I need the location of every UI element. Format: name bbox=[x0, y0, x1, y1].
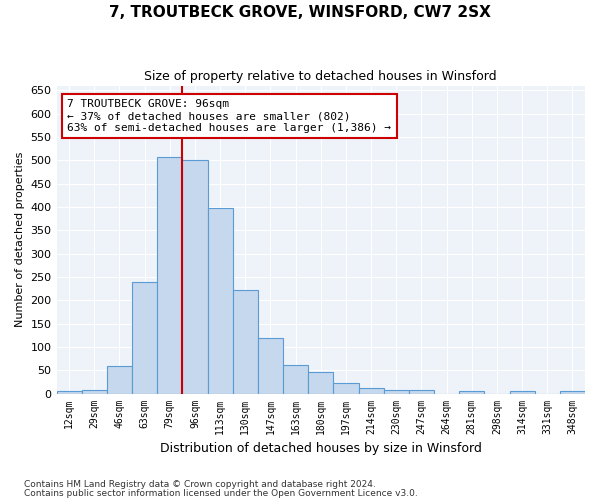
Bar bbox=[334, 384, 359, 394]
Bar bbox=[107, 366, 132, 394]
Title: Size of property relative to detached houses in Winsford: Size of property relative to detached ho… bbox=[145, 70, 497, 83]
Bar bbox=[157, 157, 182, 394]
Bar bbox=[208, 208, 233, 394]
Bar bbox=[409, 390, 434, 394]
Bar bbox=[359, 388, 383, 394]
Bar bbox=[283, 364, 308, 394]
Text: Contains public sector information licensed under the Open Government Licence v3: Contains public sector information licen… bbox=[24, 490, 418, 498]
Bar bbox=[509, 391, 535, 394]
X-axis label: Distribution of detached houses by size in Winsford: Distribution of detached houses by size … bbox=[160, 442, 482, 455]
Bar bbox=[308, 372, 334, 394]
Bar bbox=[383, 390, 409, 394]
Bar bbox=[258, 338, 283, 394]
Bar bbox=[132, 282, 157, 394]
Bar bbox=[459, 391, 484, 394]
Bar bbox=[82, 390, 107, 394]
Bar bbox=[56, 391, 82, 394]
Bar bbox=[560, 391, 585, 394]
Text: 7 TROUTBECK GROVE: 96sqm
← 37% of detached houses are smaller (802)
63% of semi-: 7 TROUTBECK GROVE: 96sqm ← 37% of detach… bbox=[67, 100, 391, 132]
Text: Contains HM Land Registry data © Crown copyright and database right 2024.: Contains HM Land Registry data © Crown c… bbox=[24, 480, 376, 489]
Bar bbox=[182, 160, 208, 394]
Bar bbox=[233, 290, 258, 394]
Text: 7, TROUTBECK GROVE, WINSFORD, CW7 2SX: 7, TROUTBECK GROVE, WINSFORD, CW7 2SX bbox=[109, 5, 491, 20]
Y-axis label: Number of detached properties: Number of detached properties bbox=[15, 152, 25, 327]
